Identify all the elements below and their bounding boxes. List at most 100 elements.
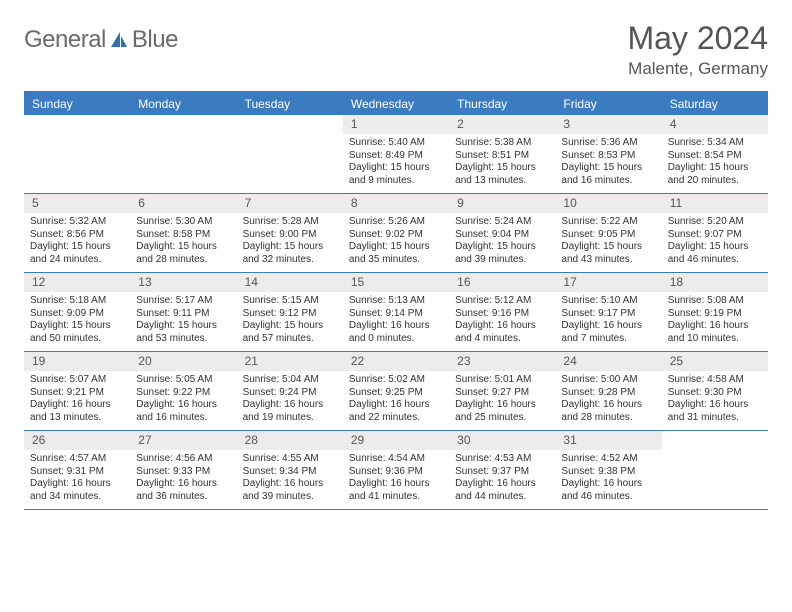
day-body: Sunrise: 5:28 AMSunset: 9:00 PMDaylight:… bbox=[237, 213, 343, 271]
day-number: 2 bbox=[449, 115, 555, 134]
day-number: 26 bbox=[24, 431, 130, 450]
day-info-line: Sunrise: 4:58 AM bbox=[668, 374, 762, 387]
day-number: 9 bbox=[449, 194, 555, 213]
day-info-line: Sunrise: 5:30 AM bbox=[136, 216, 230, 229]
day-info-line: Sunrise: 5:02 AM bbox=[349, 374, 443, 387]
day-info-line: Sunrise: 5:17 AM bbox=[136, 295, 230, 308]
day-info-line: Sunset: 9:07 PM bbox=[668, 229, 762, 242]
day-info-line: and 16 minutes. bbox=[561, 175, 655, 188]
day-body: Sunrise: 5:34 AMSunset: 8:54 PMDaylight:… bbox=[662, 134, 768, 192]
day-info-line: Daylight: 15 hours bbox=[455, 162, 549, 175]
day-info-line: Sunrise: 5:15 AM bbox=[243, 295, 337, 308]
day-body: Sunrise: 5:08 AMSunset: 9:19 PMDaylight:… bbox=[662, 292, 768, 350]
day-cell: 21Sunrise: 5:04 AMSunset: 9:24 PMDayligh… bbox=[237, 352, 343, 430]
day-cell bbox=[24, 115, 130, 193]
day-body: Sunrise: 5:13 AMSunset: 9:14 PMDaylight:… bbox=[343, 292, 449, 350]
day-info-line: Sunrise: 5:04 AM bbox=[243, 374, 337, 387]
day-info-line: Sunrise: 5:26 AM bbox=[349, 216, 443, 229]
day-info-line: Sunset: 9:31 PM bbox=[30, 466, 124, 479]
day-body: Sunrise: 5:12 AMSunset: 9:16 PMDaylight:… bbox=[449, 292, 555, 350]
day-number: 18 bbox=[662, 273, 768, 292]
day-info-line: Daylight: 16 hours bbox=[455, 478, 549, 491]
day-info-line: Sunrise: 5:24 AM bbox=[455, 216, 549, 229]
day-info-line: Sunset: 9:25 PM bbox=[349, 387, 443, 400]
day-body: Sunrise: 4:54 AMSunset: 9:36 PMDaylight:… bbox=[343, 450, 449, 508]
day-cell: 6Sunrise: 5:30 AMSunset: 8:58 PMDaylight… bbox=[130, 194, 236, 272]
day-info-line: Sunset: 9:11 PM bbox=[136, 308, 230, 321]
day-info-line: Daylight: 15 hours bbox=[136, 320, 230, 333]
day-cell: 17Sunrise: 5:10 AMSunset: 9:17 PMDayligh… bbox=[555, 273, 661, 351]
day-info-line: Sunrise: 5:05 AM bbox=[136, 374, 230, 387]
day-info-line: and 0 minutes. bbox=[349, 333, 443, 346]
day-info-line: Sunset: 9:28 PM bbox=[561, 387, 655, 400]
day-info-line: and 34 minutes. bbox=[30, 491, 124, 504]
day-info-line: Sunrise: 5:10 AM bbox=[561, 295, 655, 308]
week-row: 12Sunrise: 5:18 AMSunset: 9:09 PMDayligh… bbox=[24, 273, 768, 352]
day-info-line: Sunset: 9:21 PM bbox=[30, 387, 124, 400]
day-info-line: and 50 minutes. bbox=[30, 333, 124, 346]
day-info-line: and 25 minutes. bbox=[455, 412, 549, 425]
weeks-container: 1Sunrise: 5:40 AMSunset: 8:49 PMDaylight… bbox=[24, 115, 768, 510]
day-info-line: Sunrise: 5:32 AM bbox=[30, 216, 124, 229]
day-info-line: and 46 minutes. bbox=[561, 491, 655, 504]
day-number: 10 bbox=[555, 194, 661, 213]
day-number: 4 bbox=[662, 115, 768, 134]
day-cell: 16Sunrise: 5:12 AMSunset: 9:16 PMDayligh… bbox=[449, 273, 555, 351]
day-info-line: Daylight: 15 hours bbox=[243, 241, 337, 254]
day-info-line: Daylight: 16 hours bbox=[561, 399, 655, 412]
day-body: Sunrise: 5:05 AMSunset: 9:22 PMDaylight:… bbox=[130, 371, 236, 429]
day-number: 31 bbox=[555, 431, 661, 450]
day-body: Sunrise: 5:07 AMSunset: 9:21 PMDaylight:… bbox=[24, 371, 130, 429]
day-info-line: Daylight: 16 hours bbox=[561, 478, 655, 491]
logo-text-1: General bbox=[24, 26, 106, 54]
day-body: Sunrise: 5:20 AMSunset: 9:07 PMDaylight:… bbox=[662, 213, 768, 271]
week-row: 5Sunrise: 5:32 AMSunset: 8:56 PMDaylight… bbox=[24, 194, 768, 273]
day-body: Sunrise: 5:24 AMSunset: 9:04 PMDaylight:… bbox=[449, 213, 555, 271]
day-info-line: Sunrise: 5:01 AM bbox=[455, 374, 549, 387]
day-info-line: and 19 minutes. bbox=[243, 412, 337, 425]
day-info-line: Daylight: 16 hours bbox=[561, 320, 655, 333]
day-cell bbox=[662, 431, 768, 509]
day-info-line: Sunset: 9:19 PM bbox=[668, 308, 762, 321]
day-number: 15 bbox=[343, 273, 449, 292]
day-number: 30 bbox=[449, 431, 555, 450]
day-header: Wednesday bbox=[343, 93, 449, 115]
day-info-line: Sunrise: 4:53 AM bbox=[455, 453, 549, 466]
day-info-line: Daylight: 15 hours bbox=[30, 241, 124, 254]
day-info-line: Daylight: 15 hours bbox=[561, 241, 655, 254]
day-body: Sunrise: 5:30 AMSunset: 8:58 PMDaylight:… bbox=[130, 213, 236, 271]
day-info-line: and 4 minutes. bbox=[455, 333, 549, 346]
day-info-line: Daylight: 15 hours bbox=[668, 241, 762, 254]
day-info-line: Sunset: 9:05 PM bbox=[561, 229, 655, 242]
day-info-line: Sunrise: 5:34 AM bbox=[668, 137, 762, 150]
week-row: 26Sunrise: 4:57 AMSunset: 9:31 PMDayligh… bbox=[24, 431, 768, 510]
day-info-line: Sunrise: 4:55 AM bbox=[243, 453, 337, 466]
day-cell: 11Sunrise: 5:20 AMSunset: 9:07 PMDayligh… bbox=[662, 194, 768, 272]
day-info-line: and 24 minutes. bbox=[30, 254, 124, 267]
day-info-line: and 10 minutes. bbox=[668, 333, 762, 346]
day-info-line: and 43 minutes. bbox=[561, 254, 655, 267]
day-cell: 24Sunrise: 5:00 AMSunset: 9:28 PMDayligh… bbox=[555, 352, 661, 430]
day-body: Sunrise: 4:52 AMSunset: 9:38 PMDaylight:… bbox=[555, 450, 661, 508]
day-info-line: and 9 minutes. bbox=[349, 175, 443, 188]
day-info-line: Daylight: 15 hours bbox=[455, 241, 549, 254]
day-body: Sunrise: 4:58 AMSunset: 9:30 PMDaylight:… bbox=[662, 371, 768, 429]
day-info-line: and 44 minutes. bbox=[455, 491, 549, 504]
day-info-line: Sunrise: 4:54 AM bbox=[349, 453, 443, 466]
day-body: Sunrise: 4:57 AMSunset: 9:31 PMDaylight:… bbox=[24, 450, 130, 508]
day-cell: 3Sunrise: 5:36 AMSunset: 8:53 PMDaylight… bbox=[555, 115, 661, 193]
day-info-line: and 16 minutes. bbox=[136, 412, 230, 425]
day-info-line: Daylight: 15 hours bbox=[243, 320, 337, 333]
day-info-line: Sunset: 9:17 PM bbox=[561, 308, 655, 321]
day-info-line: and 7 minutes. bbox=[561, 333, 655, 346]
day-number: 20 bbox=[130, 352, 236, 371]
calendar: Sunday Monday Tuesday Wednesday Thursday… bbox=[24, 91, 768, 510]
day-body: Sunrise: 4:53 AMSunset: 9:37 PMDaylight:… bbox=[449, 450, 555, 508]
day-cell: 18Sunrise: 5:08 AMSunset: 9:19 PMDayligh… bbox=[662, 273, 768, 351]
day-info-line: and 28 minutes. bbox=[136, 254, 230, 267]
day-info-line: and 41 minutes. bbox=[349, 491, 443, 504]
page-title: May 2024 bbox=[627, 20, 768, 57]
day-number: 3 bbox=[555, 115, 661, 134]
day-cell: 31Sunrise: 4:52 AMSunset: 9:38 PMDayligh… bbox=[555, 431, 661, 509]
day-number: 22 bbox=[343, 352, 449, 371]
